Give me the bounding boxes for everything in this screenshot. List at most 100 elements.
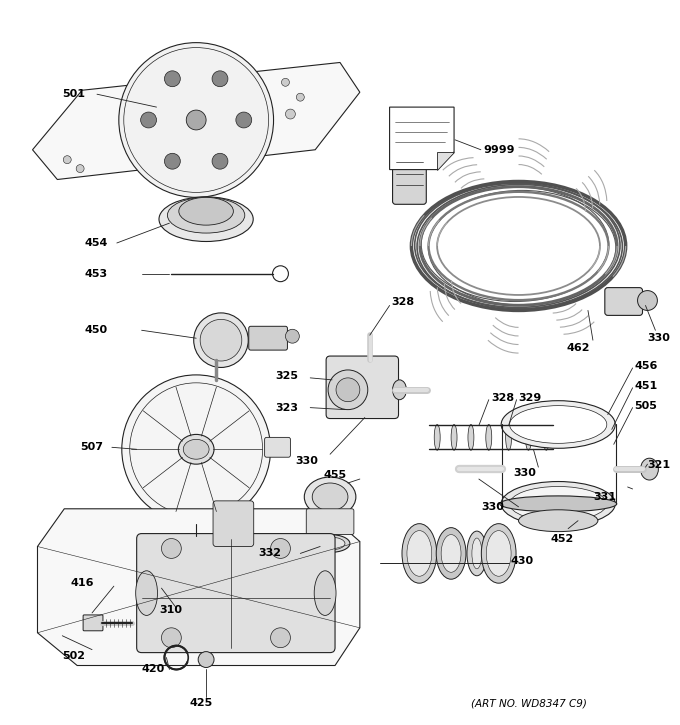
Text: 330: 330: [647, 334, 670, 343]
Text: 330: 330: [513, 468, 537, 478]
Circle shape: [212, 153, 228, 169]
Ellipse shape: [178, 434, 214, 464]
Ellipse shape: [509, 406, 607, 443]
Ellipse shape: [136, 571, 158, 616]
Circle shape: [161, 539, 182, 558]
Text: 330: 330: [295, 456, 318, 466]
Text: 332: 332: [258, 548, 282, 558]
Text: 420: 420: [141, 665, 165, 674]
Circle shape: [282, 78, 290, 86]
Ellipse shape: [407, 531, 432, 576]
Ellipse shape: [314, 571, 336, 616]
Ellipse shape: [179, 197, 233, 225]
Circle shape: [119, 43, 273, 197]
Ellipse shape: [519, 510, 598, 531]
Text: 454: 454: [84, 238, 107, 248]
Ellipse shape: [167, 197, 245, 233]
Ellipse shape: [194, 313, 248, 368]
Polygon shape: [390, 107, 454, 170]
Text: 330: 330: [481, 502, 504, 512]
Circle shape: [231, 513, 247, 529]
Text: 416: 416: [70, 578, 94, 588]
Text: 450: 450: [84, 326, 107, 335]
Ellipse shape: [467, 531, 487, 576]
Text: 328: 328: [492, 393, 515, 402]
Text: 9999: 9999: [483, 145, 515, 154]
Circle shape: [186, 110, 206, 130]
Ellipse shape: [501, 401, 615, 448]
Circle shape: [76, 165, 84, 173]
Text: 507: 507: [80, 442, 103, 452]
Ellipse shape: [392, 380, 407, 399]
Text: 502: 502: [63, 650, 85, 660]
Circle shape: [141, 112, 156, 128]
Circle shape: [271, 539, 290, 558]
Circle shape: [161, 628, 182, 647]
Text: 455: 455: [323, 470, 346, 480]
Ellipse shape: [486, 425, 492, 450]
Text: 310: 310: [160, 605, 182, 615]
Ellipse shape: [481, 523, 516, 583]
Text: 456: 456: [634, 361, 658, 371]
Text: 331: 331: [593, 492, 616, 502]
Text: 452: 452: [550, 534, 573, 544]
FancyBboxPatch shape: [306, 509, 354, 534]
FancyBboxPatch shape: [392, 146, 426, 204]
Text: 430: 430: [511, 556, 534, 566]
Ellipse shape: [468, 425, 474, 450]
Circle shape: [137, 555, 221, 638]
Ellipse shape: [402, 523, 437, 583]
Text: 329: 329: [519, 393, 542, 402]
Circle shape: [236, 112, 252, 128]
Ellipse shape: [310, 534, 350, 552]
Circle shape: [165, 153, 180, 169]
Text: 451: 451: [634, 381, 658, 391]
FancyBboxPatch shape: [265, 437, 290, 457]
Ellipse shape: [526, 425, 532, 450]
Circle shape: [273, 266, 288, 282]
Ellipse shape: [641, 458, 658, 480]
Text: (ART NO. WD8347 C9): (ART NO. WD8347 C9): [471, 698, 586, 708]
Ellipse shape: [436, 528, 466, 579]
Circle shape: [336, 378, 360, 402]
Circle shape: [296, 94, 304, 102]
Ellipse shape: [543, 425, 549, 450]
FancyBboxPatch shape: [83, 615, 103, 631]
Text: 323: 323: [275, 402, 299, 413]
Circle shape: [286, 329, 299, 343]
Ellipse shape: [472, 538, 482, 569]
FancyBboxPatch shape: [605, 288, 643, 315]
Ellipse shape: [486, 531, 511, 576]
Polygon shape: [33, 62, 360, 180]
Text: 462: 462: [566, 343, 590, 353]
Ellipse shape: [200, 319, 242, 361]
Circle shape: [198, 652, 214, 668]
FancyBboxPatch shape: [137, 534, 335, 652]
Text: 425: 425: [189, 698, 212, 708]
Ellipse shape: [159, 197, 253, 241]
Circle shape: [328, 370, 368, 410]
Ellipse shape: [441, 534, 461, 572]
Circle shape: [303, 539, 318, 555]
Ellipse shape: [184, 439, 209, 459]
Circle shape: [638, 291, 658, 310]
Ellipse shape: [506, 425, 511, 450]
Text: 328: 328: [392, 297, 415, 307]
Ellipse shape: [435, 425, 440, 450]
Text: 321: 321: [647, 460, 670, 470]
Circle shape: [122, 375, 271, 523]
Polygon shape: [437, 152, 454, 170]
Polygon shape: [37, 509, 360, 666]
FancyBboxPatch shape: [213, 501, 254, 547]
Ellipse shape: [509, 486, 607, 521]
FancyBboxPatch shape: [249, 326, 288, 350]
Ellipse shape: [316, 537, 345, 550]
Circle shape: [63, 156, 71, 164]
Text: 325: 325: [275, 371, 299, 381]
Ellipse shape: [501, 481, 615, 526]
Ellipse shape: [451, 425, 457, 450]
Ellipse shape: [238, 534, 299, 563]
Text: 453: 453: [84, 269, 107, 278]
Circle shape: [286, 109, 295, 119]
Text: 501: 501: [63, 89, 85, 99]
